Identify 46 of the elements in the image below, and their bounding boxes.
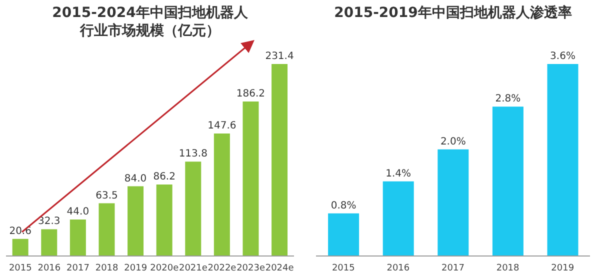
bar	[242, 102, 259, 256]
bar	[438, 149, 469, 256]
data-label: 113.8	[178, 148, 208, 160]
x-tick-label: 2023e	[236, 263, 266, 274]
chart-title: 2015-2024年中国扫地机器人行业市场规模（亿元）	[51, 4, 249, 40]
x-tick-label: 2018	[95, 263, 119, 274]
data-label: 2.0%	[440, 136, 466, 148]
x-tick-label: 2022e	[208, 263, 237, 274]
x-tick-label: 2024e	[265, 263, 294, 274]
x-tick-label: 2016	[38, 263, 61, 274]
bar	[41, 229, 58, 256]
bar	[492, 106, 524, 256]
x-tick-label: 2018	[496, 263, 520, 274]
bar	[12, 238, 28, 256]
x-tick-label: 2021e	[178, 263, 208, 274]
bar	[156, 184, 172, 256]
data-label: 86.2	[153, 171, 176, 182]
data-label: 147.6	[208, 120, 236, 132]
data-label: 63.5	[96, 190, 118, 202]
x-tick-label: 2017	[442, 263, 464, 274]
x-tick-label: 2019	[124, 263, 148, 274]
data-label: 84.0	[124, 173, 147, 184]
bar	[328, 213, 360, 256]
x-tick-label: 2016	[386, 263, 410, 274]
bar	[382, 181, 414, 256]
bar	[128, 186, 144, 256]
x-tick-label: 2020e	[150, 263, 180, 274]
data-label: 2.8%	[495, 94, 521, 105]
bar	[185, 162, 202, 256]
x-tick-label: 2019	[551, 263, 574, 274]
x-tick-label: 2015	[8, 263, 32, 274]
bar	[70, 219, 86, 256]
chart-title: 2015-2019年中国扫地机器人渗透率	[333, 4, 573, 22]
data-label: 0.8%	[330, 200, 356, 212]
bar	[272, 64, 288, 256]
data-label: 32.3	[38, 216, 60, 228]
x-tick-label: 2015	[332, 263, 355, 274]
bar	[214, 134, 230, 256]
data-label: 3.6%	[550, 51, 576, 62]
data-label: 1.4%	[386, 168, 412, 180]
data-label: 44.0	[66, 206, 90, 218]
data-label: 186.2	[236, 88, 266, 100]
data-label: 231.4	[265, 51, 294, 62]
bar	[547, 64, 578, 256]
x-tick-label: 2017	[66, 263, 90, 274]
bar	[98, 203, 115, 256]
